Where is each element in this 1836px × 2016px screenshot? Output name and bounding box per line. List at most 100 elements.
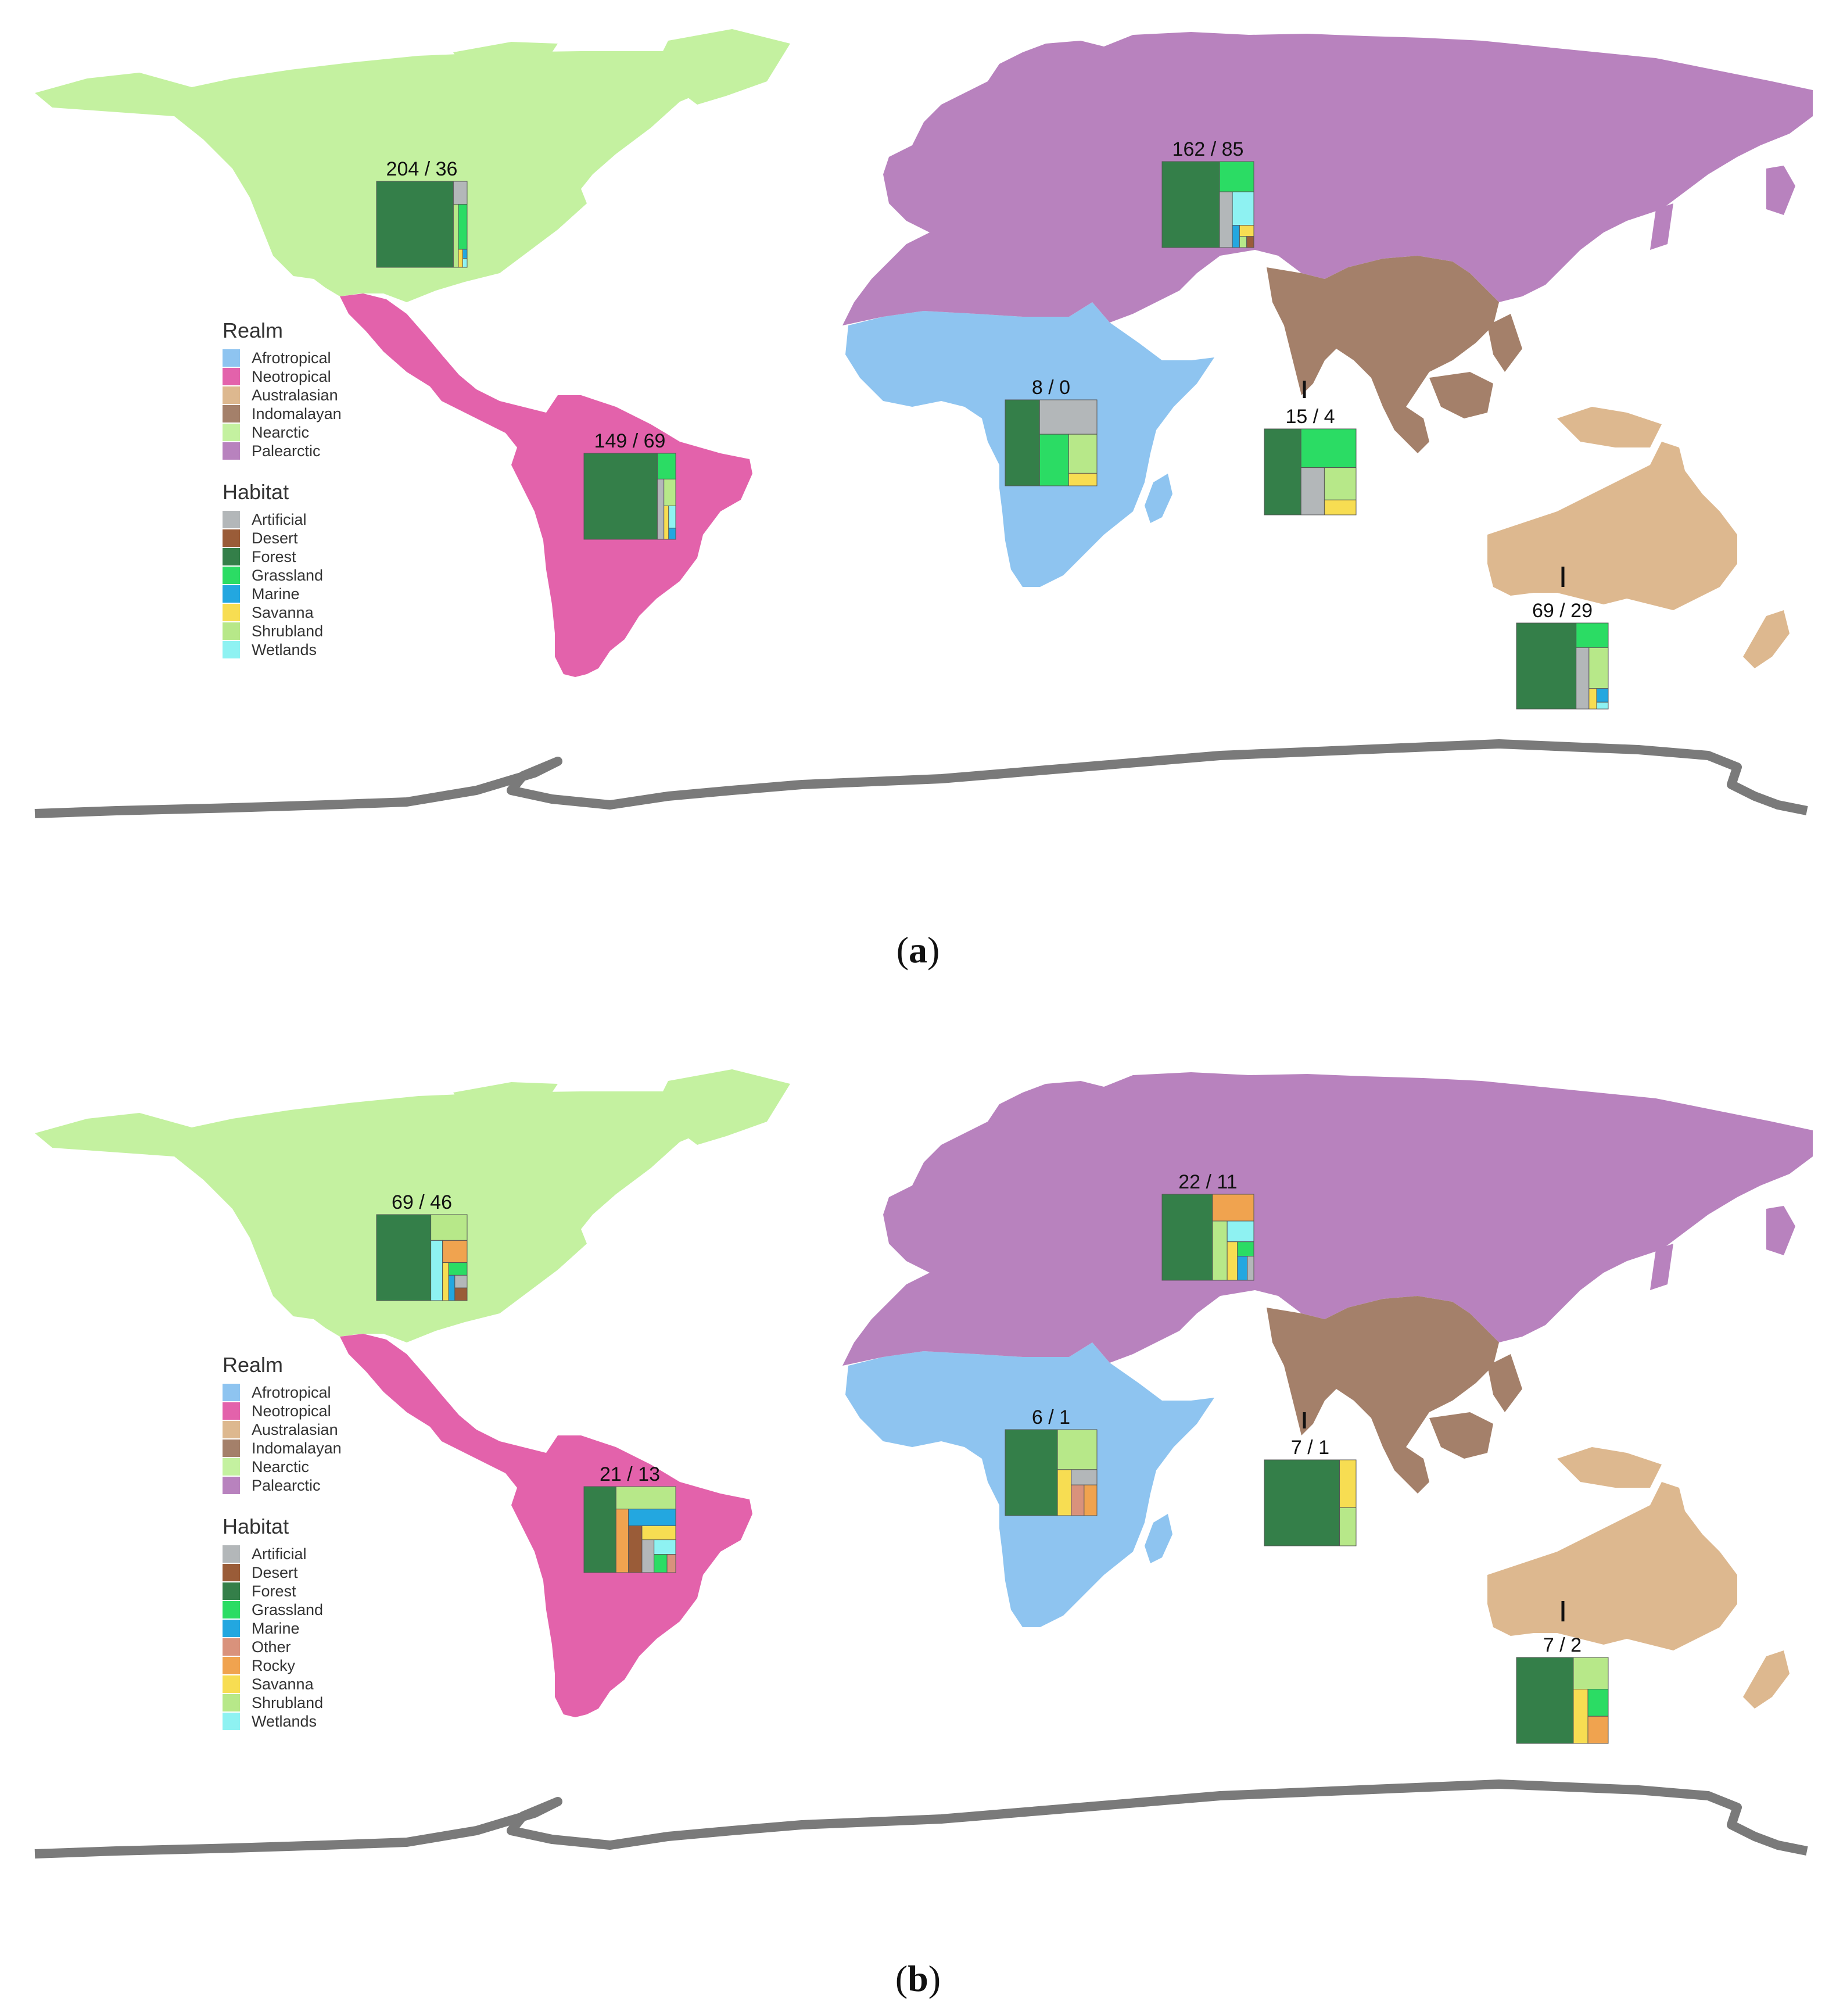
legend-item-afrotropical: Afrotropical [223,1383,342,1402]
legend-item-shrubland: Shrubland [223,622,342,640]
legend-swatch [223,585,240,603]
legend-label: Marine [252,585,300,603]
realm-count-label: 149 / 69 [594,430,666,452]
treemap-cell-savanna [1057,1469,1072,1516]
landmass-indomalayan [1487,1354,1522,1412]
treemap-cell-artificial [1247,1256,1254,1281]
treemap-afrotropical: 6 / 1 [1005,1406,1098,1516]
legend-label: Artificial [252,510,307,528]
treemap-neotropical: 149 / 69 [583,430,676,540]
treemap-afrotropical: 8 / 0 [1005,377,1098,486]
treemap-cell-shrubland [1588,647,1609,689]
treemap-cell-wetlands [1232,191,1254,226]
treemap-cell-shrubland [1212,1220,1228,1281]
treemap-cell-artificial [453,181,468,205]
legend-label: Desert [252,529,298,547]
legend-item-forest: Forest [223,547,342,566]
treemap-cell-artificial [641,1539,655,1573]
legend-item-rocky: Rocky [223,1656,342,1675]
treemap-cell-grassland [458,203,468,250]
treemap-cell-desert [628,1525,643,1573]
treemap-cell-marine [462,249,468,259]
legend-label: Nearctic [252,1458,310,1476]
treemap-australasian: 7 / 2 [1516,1601,1609,1744]
legend-label: Artificial [252,1545,307,1563]
treemap-cell-marine [448,1274,456,1301]
legend-swatch [223,386,240,404]
legend-item-indomalayan: Indomalayan [223,404,342,423]
legend-item-wetlands: Wetlands [223,640,342,659]
legend-swatch [223,368,240,385]
legend-item-australasian: Australasian [223,1420,342,1439]
realm-count-label: 22 / 11 [1178,1171,1237,1193]
landmass-afrotropical [1145,474,1172,523]
legend-swatch [223,1402,240,1420]
legend-swatch [223,1601,240,1618]
treemap-cell-artificial [1039,399,1098,435]
treemap-cell-shrubland [1068,434,1098,474]
treemap-cell-shrubland [431,1214,468,1241]
treemap-cell-grassland [448,1262,468,1276]
legend-label: Australasian [252,386,338,404]
landmass-palearctic [1766,166,1795,215]
treemap-cell-other [1071,1484,1085,1516]
legend-item-palearctic: Palearctic [223,1476,342,1495]
treemap-cell-forest [1161,1194,1213,1281]
treemap-cell-artificial [1071,1469,1098,1485]
realm-count-label: 69 / 29 [1532,600,1593,622]
landmass-indomalayan [1267,1296,1499,1494]
legend-swatch [223,1713,240,1730]
legend-label: Neotropical [252,1402,331,1420]
realm-count-label: 21 / 13 [600,1463,660,1485]
legend-item-savanna: Savanna [223,603,342,622]
treemap-nearctic: 204 / 36 [376,158,468,268]
legend-swatch [223,1440,240,1457]
treemap-cell-shrubland [1239,236,1247,248]
legend-swatch [223,1620,240,1637]
treemap-cell-artificial [1219,191,1233,248]
legend-item-artificial: Artificial [223,510,342,529]
treemap-cell-marine [668,528,676,540]
landmass-indomalayan [1429,372,1493,418]
legend-item-palearctic: Palearctic [223,442,342,460]
treemap-cell-forest [1264,428,1301,515]
treemap-cell-desert [1246,236,1254,248]
treemap-cell-savanna [1068,472,1098,486]
legend-item-marine: Marine [223,1619,342,1638]
legend-label: Afrotropical [252,349,331,367]
realm-count-label: 204 / 36 [386,158,458,180]
landmass-afrotropical [1145,1514,1172,1563]
landmass-neotropical [340,293,752,677]
treemap-cell-rocky [442,1240,468,1263]
legend-swatch [223,604,240,621]
legend-item-indomalayan: Indomalayan [223,1439,342,1458]
legend-label: Grassland [252,566,324,584]
treemap-cell-savanna [458,249,463,268]
habitat-legend-b: Habitat Artificial Desert Forest Grassland M… [223,1514,342,1731]
legend-swatch [223,511,240,528]
legend-label: Desert [252,1563,298,1581]
legend-label: Forest [252,1582,296,1600]
legend-label: Shrubland [252,1693,324,1711]
treemap-cell-grassland [654,1554,668,1573]
legend-swatch [223,641,240,658]
realm-count-label: 8 / 0 [1032,377,1070,399]
treemap-cell-marine [1596,688,1609,703]
treemap-cell-wetlands [654,1539,676,1555]
legend-swatch [223,567,240,584]
treemap-cell-savanna [1324,499,1357,515]
legend-label: Australasian [252,1420,338,1438]
realm-count-label: 6 / 1 [1032,1406,1070,1428]
map-panel-b: 69 / 46 22 / 11 21 / 13 6 / 1 7 / 1 7 / 2 Rea… [0,1040,1836,1912]
treemap-cell-wetlands [462,257,468,268]
landmass-indomalayan [1267,256,1499,453]
legend-item-nearctic: Nearctic [223,423,342,442]
legend-swatch [223,1477,240,1494]
legend-item-afrotropical: Afrotropical [223,349,342,367]
treemap-cell-grassland [1576,622,1609,648]
landmass-nearctic [657,29,790,105]
caption-a: (a) [896,929,940,971]
treemap-cell-grassland [1039,434,1069,486]
treemap-cell-marine [1232,225,1240,248]
legend-item-forest: Forest [223,1582,342,1600]
